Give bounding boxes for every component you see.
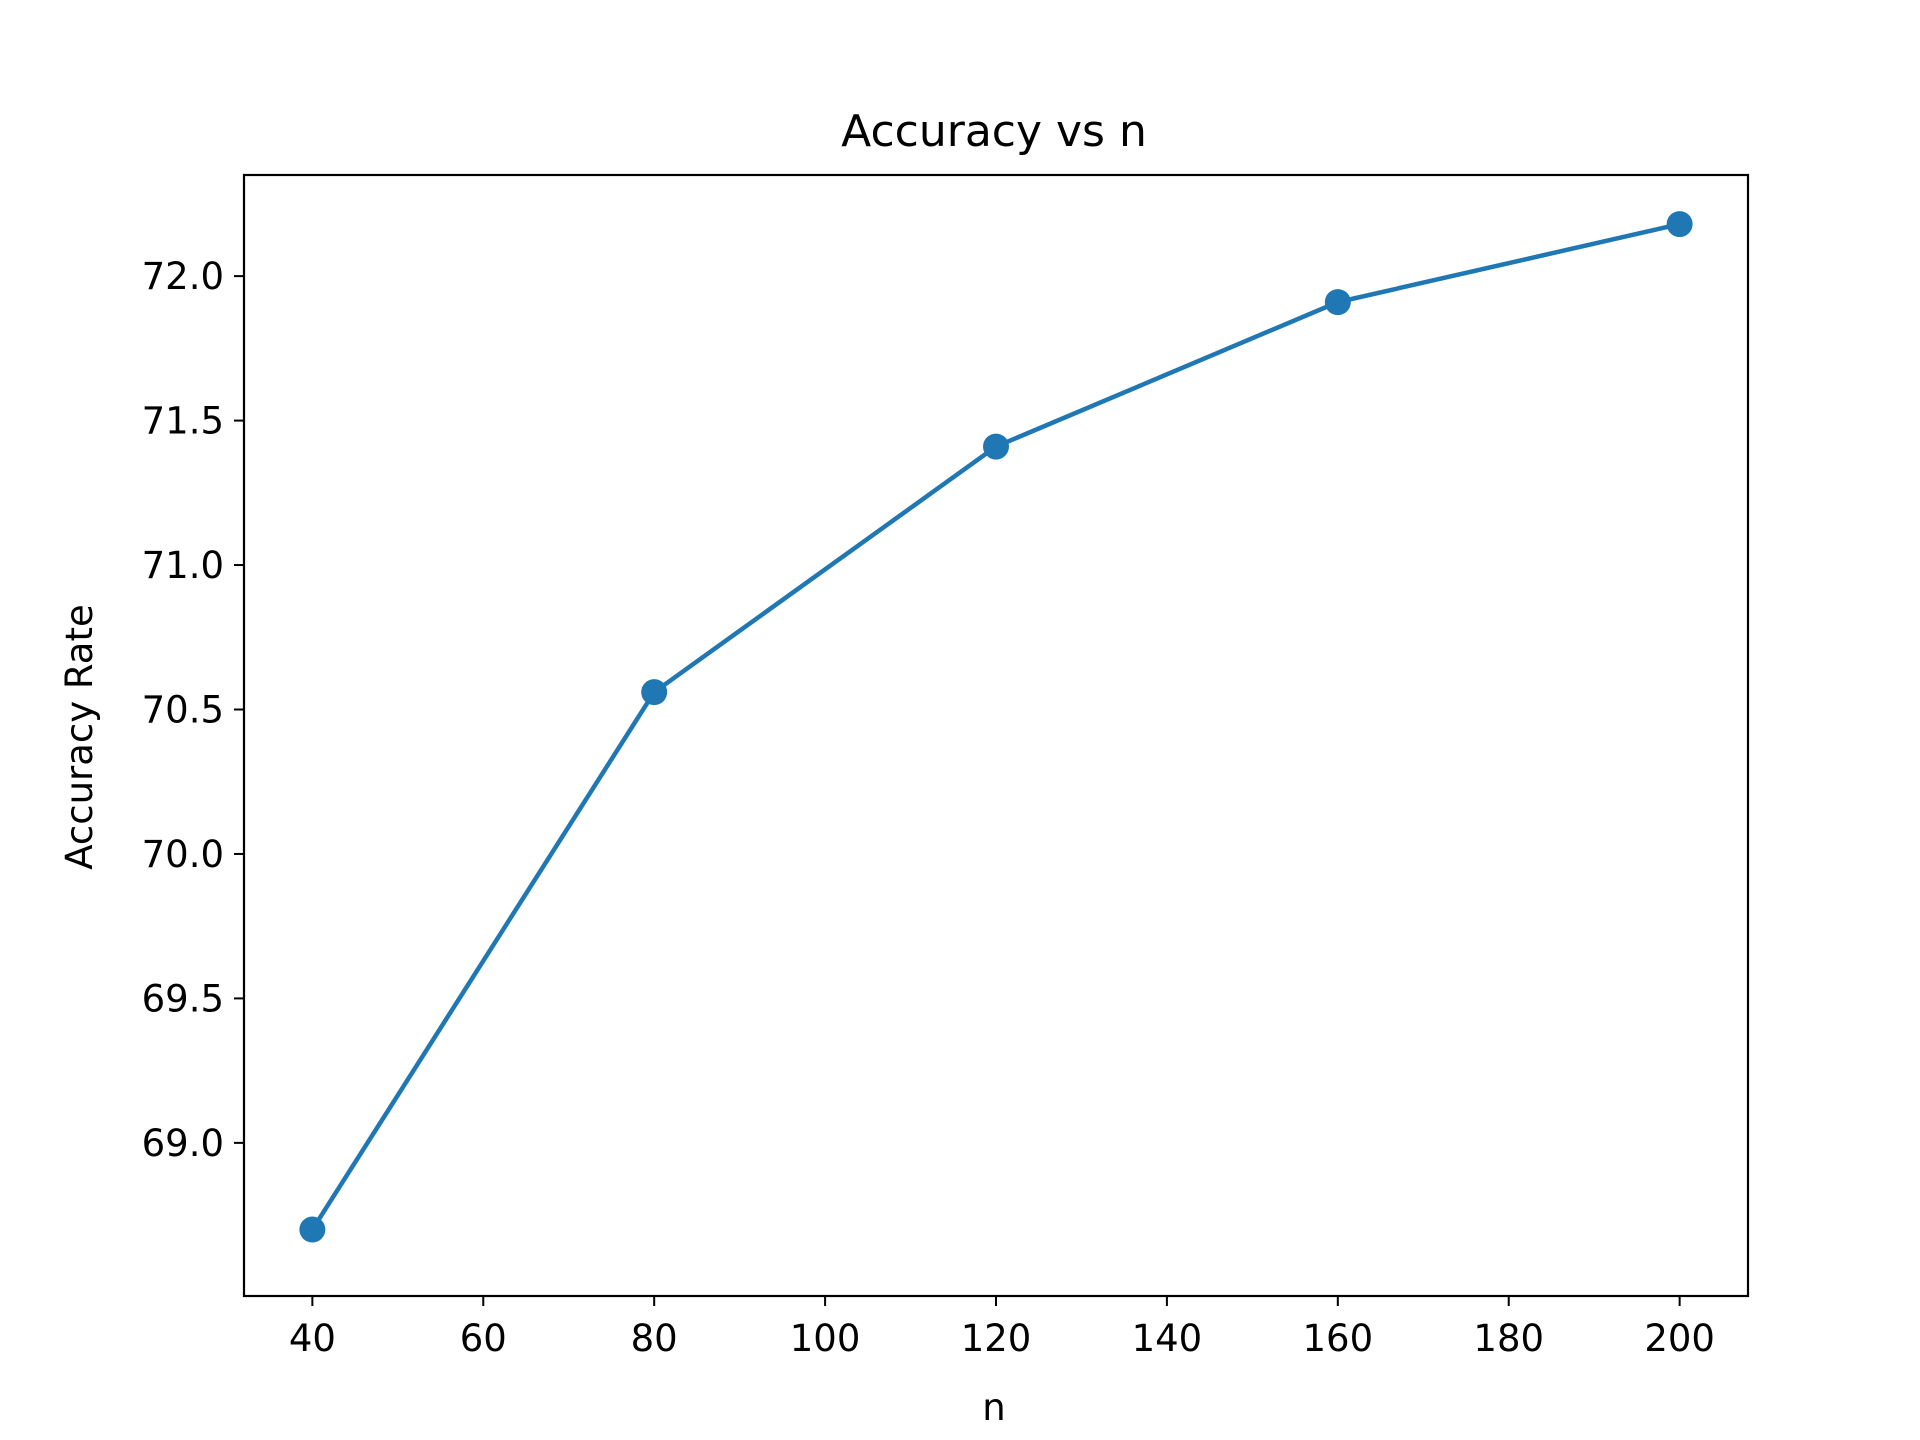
y-tick-label: 71.5 [142,400,224,443]
y-tick-label: 70.5 [142,688,224,731]
y-tick-label: 69.0 [142,1122,224,1165]
x-tick-label: 60 [460,1317,507,1360]
x-tick-label: 80 [631,1317,678,1360]
axes-frame [242,173,1750,1298]
y-tick-label: 69.5 [142,977,224,1020]
y-tick-label: 71.0 [142,544,224,587]
data-point [641,679,668,706]
x-tick-label: 120 [961,1317,1032,1360]
data-point [1324,289,1351,316]
x-tick-label: 140 [1132,1317,1203,1360]
y-tick-label: 72.0 [142,255,224,298]
data-point [983,433,1009,460]
x-axis-label: n [982,1386,1005,1429]
x-tick-label: 100 [790,1317,861,1360]
x-tick-label: 200 [1644,1317,1715,1360]
series-line [310,221,1681,1231]
x-tick-label: 160 [1303,1317,1374,1360]
plot-area: 40 60 80 100 120 140 160 180 200 69.0 69.5 70.0 70.5… [142,173,1750,1360]
data-point [299,1216,326,1243]
chart-title: Accuracy vs n [841,106,1147,157]
x-tick-label: 40 [289,1317,336,1360]
y-axis-label: Accuracy Rate [58,604,101,870]
data-point [1666,211,1693,238]
x-tick-label: 180 [1473,1317,1544,1360]
y-tick-label: 70.0 [142,833,224,876]
